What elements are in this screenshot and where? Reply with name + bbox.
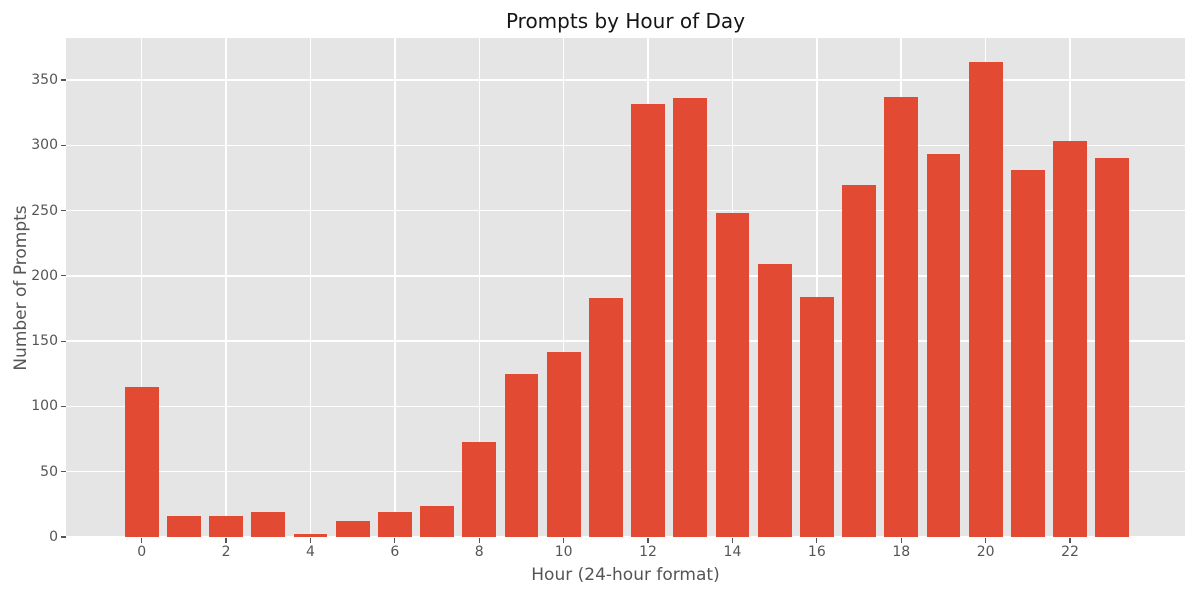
gridline-x-4 <box>309 38 312 537</box>
y-tick-label-0: 0 <box>49 529 58 545</box>
x-tick-label-2: 2 <box>221 544 231 560</box>
y-tick-mark-250 <box>61 210 66 212</box>
bar-hour-22 <box>1053 141 1087 537</box>
gridline-x-0 <box>140 38 143 537</box>
gridline-y-350 <box>66 79 1185 81</box>
x-tick-label-10: 10 <box>554 544 573 560</box>
gridline-y-250 <box>66 209 1185 212</box>
gridline-y-300 <box>66 144 1185 147</box>
bar-hour-23 <box>1095 158 1130 537</box>
x-tick-label-4: 4 <box>306 544 315 560</box>
x-tick-mark-22 <box>1069 538 1071 543</box>
y-tick-label-150: 150 <box>31 333 58 350</box>
x-tick-label-8: 8 <box>474 544 484 560</box>
x-tick-mark-14 <box>731 538 734 543</box>
y-tick-label-350: 350 <box>31 72 58 89</box>
gridline-x-16 <box>816 38 818 537</box>
bar-hour-15 <box>757 264 792 537</box>
gridline-x-6 <box>394 38 396 537</box>
y-tick-mark-0 <box>61 536 66 538</box>
y-tick-label-200: 200 <box>31 267 58 284</box>
gridline-y-150 <box>66 340 1185 342</box>
y-tick-mark-150 <box>61 340 66 342</box>
bar-hour-11 <box>588 298 623 537</box>
bar-hour-18 <box>884 97 919 537</box>
x-tick-label-6: 6 <box>390 544 400 560</box>
bar-hour-2 <box>209 516 243 537</box>
bar-hour-17 <box>842 184 876 537</box>
y-tick-label-100: 100 <box>31 398 58 415</box>
gridline-y-0 <box>66 536 1185 538</box>
y-tick-mark-350 <box>61 79 66 81</box>
x-tick-mark-6 <box>394 538 396 543</box>
bar-hour-21 <box>1010 170 1045 537</box>
bar-hour-12 <box>631 103 665 537</box>
x-tick-mark-16 <box>816 538 818 543</box>
x-tick-mark-10 <box>563 538 565 543</box>
bar-hour-3 <box>251 512 286 537</box>
y-tick-mark-200 <box>61 275 66 277</box>
bar-hour-19 <box>926 154 961 537</box>
x-tick-label-16: 16 <box>807 544 826 560</box>
x-tick-mark-0 <box>141 538 143 543</box>
y-tick-mark-50 <box>61 471 66 473</box>
x-tick-mark-20 <box>985 538 987 543</box>
x-tick-mark-12 <box>647 538 649 543</box>
gridline-y-200 <box>66 275 1185 277</box>
gridline-y-50 <box>66 470 1185 473</box>
bar-hour-8 <box>462 441 497 537</box>
x-axis-label: Hour (24-hour format) <box>531 565 720 585</box>
bar-hour-20 <box>968 61 1003 537</box>
gridline-y-100 <box>66 405 1185 408</box>
bar-hour-14 <box>715 213 750 537</box>
x-tick-label-20: 20 <box>976 544 995 560</box>
bar-hour-10 <box>546 351 581 537</box>
bar-hour-5 <box>335 521 370 537</box>
bar-hour-7 <box>420 505 454 537</box>
x-tick-label-22: 22 <box>1061 544 1079 560</box>
plot-area <box>66 38 1185 538</box>
x-tick-mark-2 <box>225 538 227 543</box>
y-tick-label-300: 300 <box>31 137 58 154</box>
bar-hour-4 <box>293 534 328 537</box>
y-tick-mark-300 <box>61 144 66 146</box>
x-tick-label-12: 12 <box>639 544 657 560</box>
gridline-x-2 <box>225 38 227 537</box>
gridline-x-10 <box>562 38 565 537</box>
x-tick-mark-4 <box>309 538 312 543</box>
bar-hour-0 <box>124 386 159 537</box>
x-tick-label-0: 0 <box>137 544 147 560</box>
x-tick-label-18: 18 <box>892 544 911 560</box>
x-tick-mark-18 <box>900 538 902 543</box>
bar-hour-9 <box>504 373 539 537</box>
x-tick-label-14: 14 <box>723 544 742 560</box>
bar-hour-13 <box>673 98 708 537</box>
bar-hour-6 <box>377 512 412 537</box>
gridline-x-8 <box>478 38 481 537</box>
x-tick-mark-8 <box>478 538 480 543</box>
bar-hour-1 <box>166 516 201 537</box>
y-tick-mark-100 <box>61 405 66 408</box>
chart-title: Prompts by Hour of Day <box>505 9 746 33</box>
bar-hour-16 <box>799 296 834 537</box>
y-tick-label-50: 50 <box>40 463 58 480</box>
y-tick-label-250: 250 <box>31 202 58 219</box>
